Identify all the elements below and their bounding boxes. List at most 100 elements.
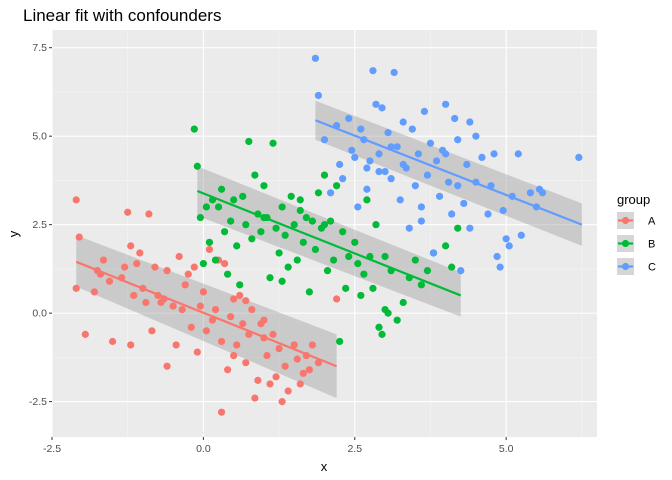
data-point-B (281, 231, 289, 239)
data-point-C (442, 100, 450, 108)
data-point-C (399, 118, 407, 126)
data-point-B (245, 137, 253, 146)
data-point-B (417, 281, 425, 289)
data-point-C (414, 150, 422, 158)
data-point-C (369, 67, 377, 75)
data-point-A (233, 341, 241, 349)
data-point-A (145, 210, 153, 218)
data-point-B (284, 263, 292, 271)
data-point-C (426, 139, 435, 147)
data-point-B (217, 185, 226, 193)
data-point-A (99, 256, 108, 264)
data-point-B (287, 192, 295, 200)
chart-title: Linear fit with confounders (23, 6, 221, 25)
data-point-B (242, 221, 250, 229)
data-point-B (205, 238, 214, 246)
data-point-B (293, 256, 301, 264)
y-tick-label: 2.5 (32, 219, 47, 231)
data-point-A (211, 305, 220, 314)
data-point-A (193, 348, 201, 356)
data-point-B (278, 277, 286, 285)
data-point-A (75, 233, 83, 241)
data-point-A (175, 252, 183, 261)
data-point-B (333, 182, 341, 190)
data-point-B (296, 206, 304, 215)
data-point-C (366, 157, 374, 165)
data-point-B (193, 162, 201, 170)
data-point-A (248, 305, 256, 314)
data-point-A (81, 330, 89, 338)
y-tick-label: 7.5 (32, 42, 47, 54)
data-point-A (333, 295, 341, 303)
fit-lines (75, 119, 583, 368)
data-point-C (420, 107, 429, 115)
data-point-B (345, 252, 353, 261)
data-point-A (124, 208, 132, 216)
data-point-B (196, 213, 204, 222)
data-point-B (326, 217, 335, 225)
data-point-A (242, 297, 250, 305)
data-point-A (254, 376, 262, 384)
data-point-B (320, 221, 329, 229)
data-point-C (375, 167, 383, 176)
data-point-A (133, 259, 141, 268)
data-point-B (311, 245, 320, 254)
data-point-C (378, 104, 386, 112)
data-point-C (432, 157, 441, 165)
data-point-B (360, 270, 368, 278)
data-point-B (230, 196, 238, 204)
data-point-A (163, 267, 171, 275)
data-point-C (314, 91, 323, 100)
data-point-A (196, 302, 204, 310)
data-point-A (190, 263, 198, 271)
data-point-B (381, 252, 389, 261)
data-point-C (363, 164, 371, 172)
data-point-C (363, 185, 371, 193)
data-point-B (329, 256, 338, 264)
data-point-C (354, 203, 362, 211)
x-tick-label: 5.0 (499, 443, 514, 455)
fit-line-A (75, 260, 338, 368)
data-point-C (463, 160, 471, 169)
data-point-A (260, 316, 268, 324)
data-point-A (72, 284, 80, 292)
data-point-C (478, 153, 486, 162)
data-point-B (278, 203, 286, 211)
data-point-C (326, 189, 335, 197)
y-axis-title: y (6, 230, 21, 237)
data-point-C (454, 136, 462, 144)
data-point-A (230, 295, 238, 303)
data-point-C (517, 231, 525, 239)
data-point-B (354, 259, 362, 268)
data-point-A (308, 341, 316, 349)
data-point-A (284, 387, 292, 395)
data-point-C (490, 150, 498, 158)
data-point-A (181, 281, 189, 289)
data-point-C (538, 189, 547, 197)
data-point-A (224, 366, 232, 374)
data-point-B (339, 228, 347, 236)
data-point-B (308, 217, 316, 225)
data-point-C (348, 146, 356, 154)
data-point-B (393, 316, 401, 324)
data-point-B (357, 291, 365, 300)
data-point-B (260, 182, 268, 190)
data-point-C (381, 167, 389, 176)
legend-point-B (621, 239, 630, 248)
x-axis: -2.5 0.0 2.5 5.0 (43, 437, 514, 455)
data-point-C (496, 263, 504, 271)
data-point-B (220, 228, 229, 236)
data-point-A (172, 341, 180, 349)
data-point-B (342, 284, 350, 292)
data-point-B (227, 217, 235, 225)
data-point-C (417, 203, 425, 211)
data-point-A (202, 327, 211, 335)
data-point-C (399, 160, 407, 169)
data-point-B (323, 267, 332, 275)
data-point-A (217, 408, 226, 416)
data-point-C (336, 160, 344, 169)
data-point-A (281, 362, 289, 370)
data-point-C (429, 249, 438, 257)
data-point-C (466, 224, 474, 232)
